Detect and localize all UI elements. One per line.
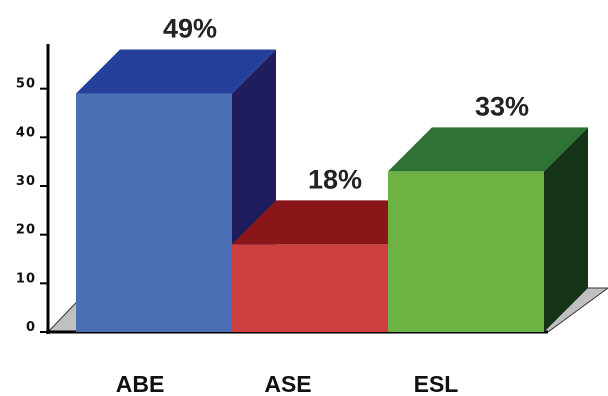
bar-abe — [76, 49, 276, 333]
bar-top-face — [76, 49, 276, 94]
y-tick-label: 0 — [26, 320, 36, 335]
data-label: 49% — [163, 14, 217, 44]
y-tick-label: 20 — [16, 223, 36, 238]
y-tick-label: 30 — [16, 174, 36, 189]
bar-top-face — [232, 200, 432, 245]
bar-side-face — [544, 127, 588, 333]
bar-front-face — [76, 93, 232, 333]
bar-front-face — [232, 244, 388, 332]
category-label: ABE — [116, 371, 165, 396]
bar-esl — [388, 127, 588, 333]
data-label: 18% — [308, 164, 362, 194]
bar-top-face — [388, 127, 588, 172]
data-label: 33% — [475, 91, 529, 121]
y-tick-label: 50 — [16, 77, 36, 92]
y-tick-label: 40 — [16, 125, 36, 140]
category-label: ESL — [414, 371, 459, 396]
category-label: ASE — [264, 371, 311, 396]
y-tick-label: 10 — [16, 271, 36, 286]
bar-front-face — [388, 171, 544, 332]
